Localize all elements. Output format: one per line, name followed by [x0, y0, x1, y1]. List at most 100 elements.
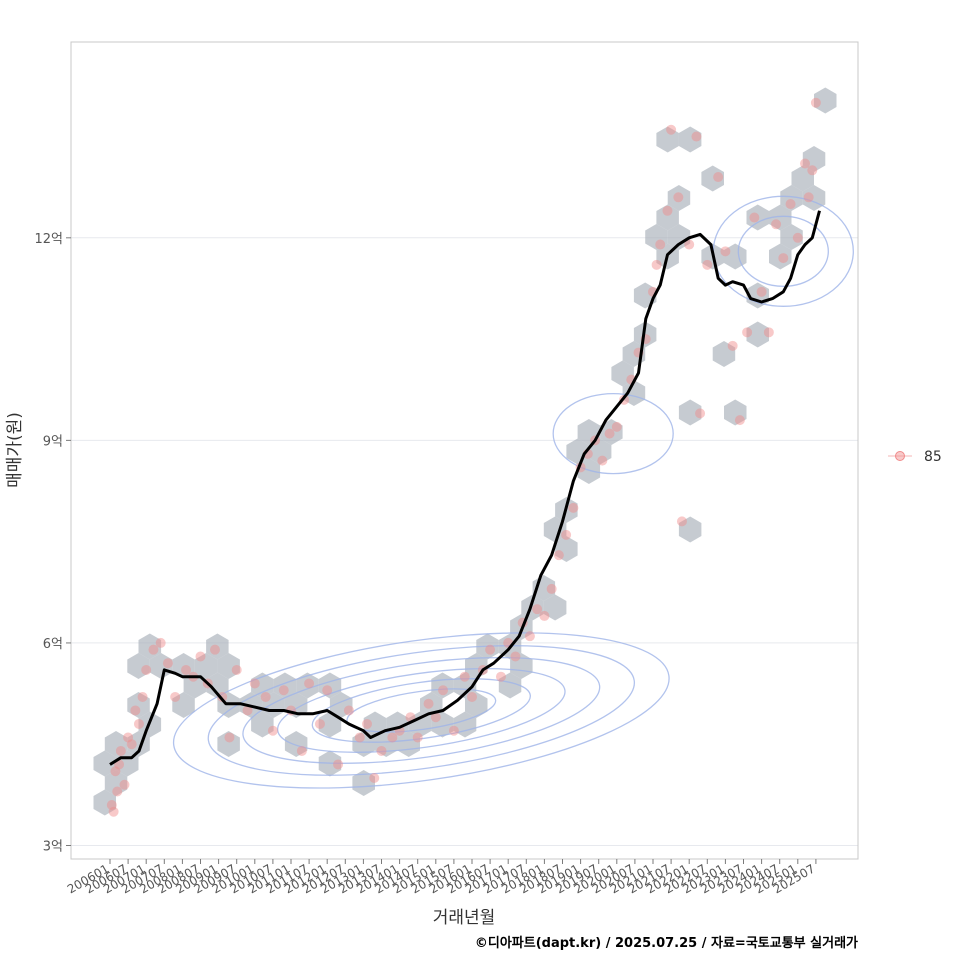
- hexbin: [543, 594, 567, 621]
- hexbin: [769, 243, 792, 270]
- data-point: [231, 664, 242, 675]
- transaction-points: [106, 97, 821, 817]
- data-point: [676, 516, 687, 527]
- data-point: [354, 732, 365, 743]
- hexbin: [667, 185, 691, 211]
- hexbin: [352, 770, 375, 796]
- hexbin: [465, 692, 488, 718]
- hexbin: [217, 731, 240, 757]
- data-point: [810, 97, 821, 108]
- data-point: [604, 428, 615, 439]
- hexbin: [712, 341, 736, 367]
- hexbin: [329, 692, 353, 718]
- hexbin: [678, 126, 702, 153]
- data-point: [611, 421, 622, 432]
- data-point: [267, 725, 278, 736]
- hexbin: [104, 731, 128, 757]
- x-axis-title: 거래년월: [433, 908, 496, 928]
- data-point: [224, 732, 235, 743]
- hexbin: [622, 380, 646, 406]
- hexbin: [656, 126, 679, 153]
- legend-key-point: [895, 451, 905, 461]
- density-contour: [242, 656, 601, 764]
- hexbin: [149, 653, 173, 679]
- data-point: [115, 745, 126, 756]
- density-contour: [552, 392, 674, 475]
- data-point: [720, 246, 731, 257]
- data-point: [155, 637, 166, 648]
- hexbin: [284, 731, 308, 757]
- hexbin: [645, 224, 668, 250]
- data-point: [553, 550, 564, 561]
- data-point: [112, 786, 123, 797]
- hexbin: [802, 146, 826, 172]
- data-point: [742, 327, 753, 338]
- data-point: [130, 705, 141, 716]
- hexbin: [138, 633, 162, 660]
- hexbin: [577, 458, 601, 484]
- data-point: [376, 745, 387, 756]
- density-contours: [172, 195, 854, 789]
- legend: 85: [888, 449, 942, 465]
- hexbin: [814, 87, 837, 114]
- y-tick-label: 9억: [43, 434, 63, 449]
- y-tick-label: 6억: [43, 637, 63, 652]
- hexbin: [678, 399, 702, 426]
- data-point: [673, 192, 684, 203]
- data-point: [749, 212, 760, 223]
- data-point: [691, 131, 702, 142]
- hexbin: [194, 653, 218, 679]
- data-point: [343, 705, 354, 716]
- data-point: [546, 583, 557, 594]
- hexbin: [127, 653, 150, 679]
- data-point: [369, 772, 380, 783]
- x-axis-ticks: 2006012006072007012007072008012008072009…: [65, 859, 817, 897]
- data-point: [209, 644, 220, 655]
- hexbin: [746, 204, 769, 231]
- data-point: [170, 691, 181, 702]
- data-point: [162, 658, 173, 669]
- data-point: [803, 192, 814, 203]
- data-point: [561, 529, 572, 540]
- hexbin: [251, 711, 274, 738]
- data-point: [532, 604, 543, 615]
- trend-line: [109, 210, 821, 766]
- data-point: [296, 745, 307, 756]
- hexbin: [780, 185, 803, 211]
- data-point: [666, 124, 677, 135]
- data-point: [662, 205, 673, 216]
- density-contour: [172, 632, 670, 789]
- hexbin: [172, 653, 195, 679]
- data-point: [713, 172, 724, 183]
- hexbin: [498, 672, 522, 699]
- data-point: [785, 199, 796, 210]
- data-point: [695, 408, 706, 419]
- hexbin: [724, 399, 747, 426]
- data-point: [510, 651, 521, 662]
- data-point: [423, 698, 434, 709]
- data-point: [333, 759, 344, 770]
- y-tick-label: 12억: [34, 232, 63, 247]
- legend-label: 85: [924, 449, 942, 465]
- data-point: [123, 732, 134, 743]
- data-point: [778, 253, 789, 264]
- data-point: [807, 165, 818, 176]
- data-point: [485, 644, 496, 655]
- gridlines: [71, 237, 858, 846]
- hexbin: [555, 536, 578, 562]
- data-point: [702, 259, 713, 270]
- data-point: [137, 691, 148, 702]
- data-point: [438, 685, 449, 696]
- hexbin: [273, 672, 297, 699]
- hexbin: [183, 672, 207, 699]
- data-point: [106, 799, 117, 810]
- data-point: [684, 239, 695, 250]
- data-point: [734, 415, 745, 426]
- data-point: [539, 610, 550, 621]
- data-point: [771, 219, 782, 230]
- hexbin: [791, 165, 814, 192]
- hexbin: [172, 692, 195, 718]
- data-point: [278, 685, 289, 696]
- data-point: [181, 664, 192, 675]
